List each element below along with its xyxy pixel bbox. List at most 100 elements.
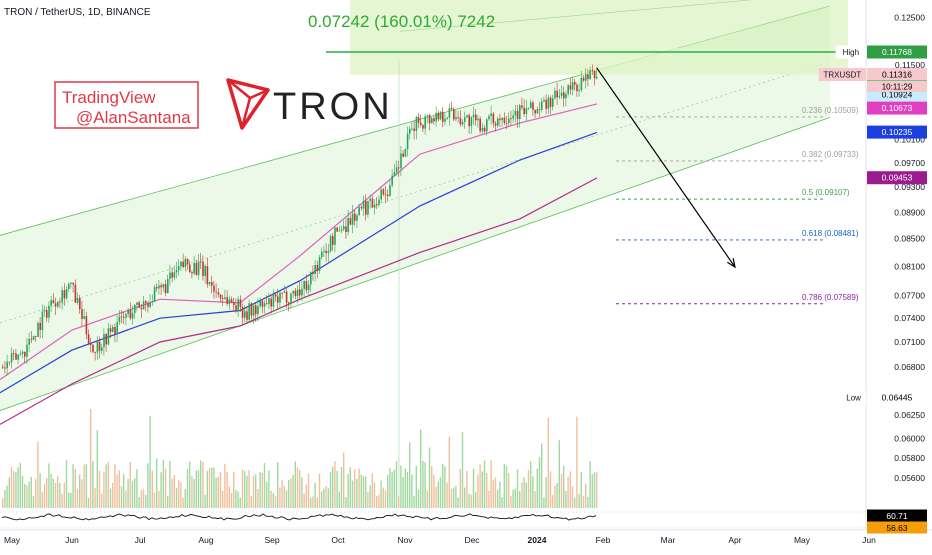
volume-bar [120, 486, 123, 508]
candle-body [358, 207, 360, 216]
candle-body [545, 99, 547, 109]
candle-body [103, 334, 105, 348]
candle-body [50, 300, 52, 306]
price-badge-value: 0.06445 [882, 393, 913, 403]
candle-body [85, 316, 88, 335]
volume-bar [37, 441, 39, 508]
fib-label: 0.786 (0.07589) [802, 293, 859, 302]
volume-bar [54, 482, 57, 508]
volume-bar [508, 472, 510, 508]
volume-bar [477, 474, 479, 508]
candle-body [494, 123, 497, 126]
volume-bar [147, 463, 149, 508]
volume-bar [593, 472, 596, 508]
candle-body [510, 118, 512, 120]
candle-body [420, 122, 422, 125]
y-tick-label: 0.09700 [894, 158, 925, 168]
badge-label-bg [818, 67, 866, 81]
candle-body [274, 294, 277, 297]
volume-bar [125, 490, 127, 508]
volume-bar [263, 463, 266, 508]
volume-bar [488, 490, 490, 508]
candle-body [248, 303, 250, 320]
rsi-badge-value: 60.71 [886, 511, 908, 521]
candle-body [272, 294, 275, 307]
volume-bar [109, 488, 112, 508]
projection-arrowhead [727, 258, 736, 269]
badge-label: High [843, 48, 859, 57]
volume-bar [464, 487, 466, 508]
fib-label: 0.382 (0.09733) [802, 150, 859, 159]
candle-body [94, 352, 96, 353]
candle-body [508, 118, 510, 124]
candle-body [195, 263, 198, 276]
candle-body [90, 343, 92, 345]
candle-body [391, 175, 393, 186]
volume-bar [406, 472, 409, 508]
candle-body [112, 326, 114, 332]
y-tick-label: 0.05600 [894, 473, 925, 483]
volume-bar [90, 408, 92, 508]
volume-bar [527, 469, 530, 508]
volume-bar [202, 461, 204, 508]
volume-bar [327, 488, 329, 508]
candle-body [512, 115, 514, 119]
candle-body [145, 301, 147, 303]
ma-line [0, 131, 598, 394]
volume-bar [303, 493, 305, 508]
volume-bar [343, 452, 345, 508]
volume-bar [224, 463, 226, 508]
volume-bar [266, 481, 268, 508]
volume-bar [475, 492, 477, 508]
volume-bar [206, 471, 208, 508]
y-tick-label: 0.06000 [894, 434, 925, 444]
volume-bar [114, 464, 116, 508]
candle-body [13, 353, 15, 354]
candle-body [393, 172, 396, 176]
watermark-line1: TradingView [62, 88, 156, 107]
channel-mid-line [0, 61, 831, 324]
volume-bar [519, 491, 521, 508]
candle-body [486, 119, 488, 132]
volume-bar [208, 468, 211, 508]
volume-bar [239, 497, 241, 508]
candle-body [87, 334, 90, 344]
volume-bar [39, 472, 41, 508]
volume-bar [290, 478, 292, 508]
volume-bar [193, 479, 195, 508]
candle-body [96, 341, 99, 353]
volume-bar [538, 456, 541, 508]
candle-body [63, 290, 66, 299]
volume-bar [534, 491, 536, 508]
countdown-label: 10:11:29 [882, 82, 913, 91]
volume-bar [547, 417, 549, 508]
volume-bar [481, 471, 483, 508]
candle-body [362, 200, 365, 209]
volume-bar [367, 491, 369, 508]
time-axis: May Jun Jul Aug Sep Oct Nov Dec 2024 Feb Mar Apr May… [0, 529, 932, 550]
candle-body [10, 353, 13, 363]
candle-body [431, 118, 433, 124]
candle-body [571, 81, 574, 90]
volume-bar [35, 478, 37, 508]
volume-bar [371, 473, 373, 508]
candle-body [492, 113, 495, 124]
volume-bar [362, 476, 365, 508]
volume-bar [261, 472, 263, 508]
candle-body [340, 229, 343, 231]
candle-body [30, 338, 33, 340]
candle-body [589, 70, 591, 80]
volume-bar [270, 490, 272, 508]
volume-bar [404, 468, 406, 508]
volume-bar [175, 487, 178, 508]
rsi-pane [0, 511, 866, 529]
volume-bar [228, 486, 230, 508]
candle-body [158, 285, 160, 289]
candle-body [411, 128, 413, 130]
price-badge [867, 45, 927, 59]
fib-label: 0.5 (0.09107) [802, 188, 850, 197]
volume-bar [226, 472, 228, 508]
y-tick-label: 0.06800 [894, 362, 925, 372]
candle-body [532, 102, 534, 110]
